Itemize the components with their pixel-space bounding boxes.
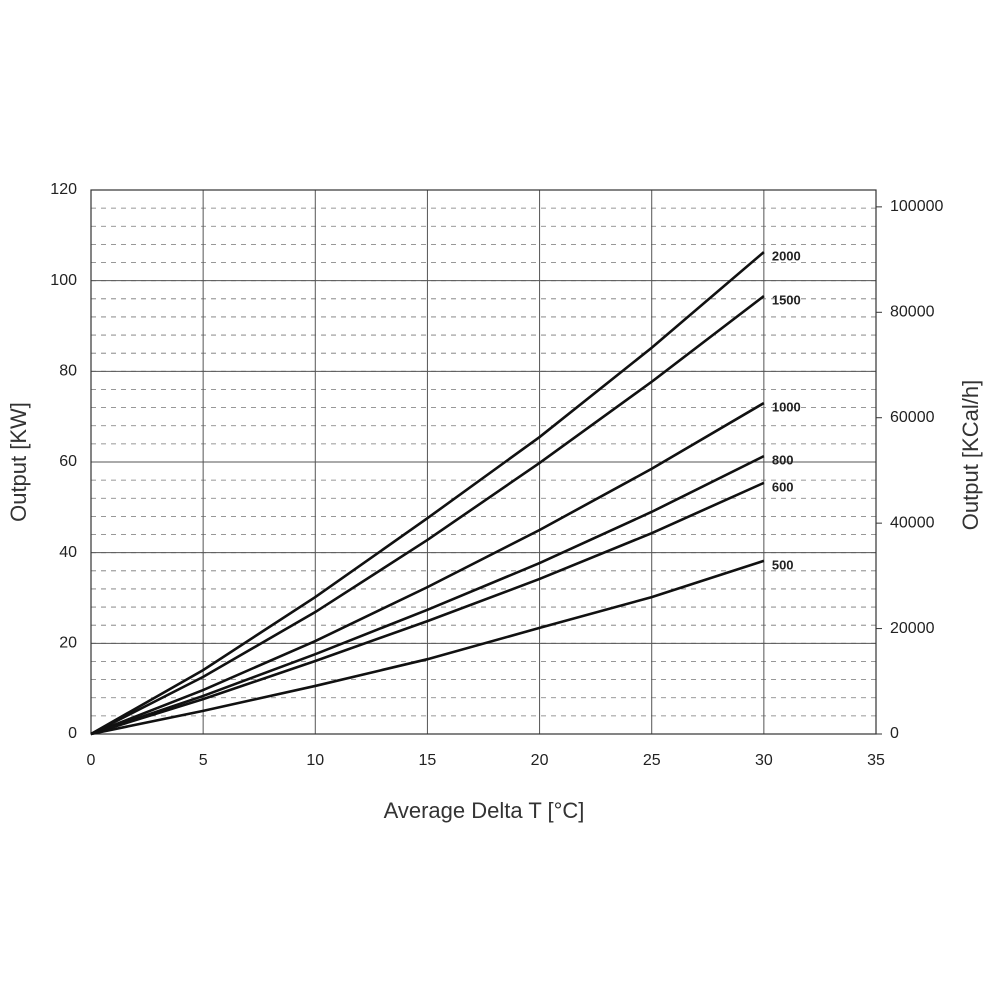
series-line: [90, 251, 765, 736]
series-label: 1000: [772, 400, 801, 415]
y2-tick-label: 40000: [890, 514, 935, 531]
y-tick-label: 0: [68, 725, 77, 742]
series-line: [90, 295, 765, 736]
y-tick-label: 20: [59, 635, 77, 652]
series-line: [90, 401, 765, 736]
x-tick-label: 0: [87, 752, 96, 769]
y-tick-label: 100: [50, 272, 77, 289]
y2-axis-title: Output [KCal/h]: [958, 380, 983, 530]
y2-tick-label: 80000: [890, 304, 935, 321]
y2-tick-label: 100000: [890, 198, 943, 215]
series-line: [90, 559, 765, 736]
y-tick-label: 60: [59, 453, 77, 470]
x-tick-label: 30: [755, 752, 773, 769]
y2-tick-label: 20000: [890, 620, 935, 637]
y-tick-label: 120: [50, 181, 77, 198]
series-line: [90, 481, 765, 736]
x-tick-label: 20: [531, 752, 549, 769]
y2-tick-label: 60000: [890, 409, 935, 426]
y2-tick-label: 0: [890, 725, 899, 742]
series-label: 500: [772, 557, 794, 572]
x-tick-label: 5: [199, 752, 208, 769]
x-tick-label: 35: [867, 752, 885, 769]
plot-frame: [90, 189, 877, 735]
x-tick-label: 25: [643, 752, 661, 769]
y-axis-title: Output [KW]: [6, 402, 31, 522]
series-label: 800: [772, 453, 794, 468]
x-axis-title: Average Delta T [°C]: [384, 798, 585, 823]
series-label: 1500: [772, 293, 801, 308]
y-tick-label: 40: [59, 544, 77, 561]
x-tick-label: 15: [419, 752, 437, 769]
y-tick-label: 80: [59, 363, 77, 380]
series-label: 2000: [772, 249, 801, 264]
x-tick-label: 10: [306, 752, 324, 769]
series-label: 600: [772, 479, 794, 494]
series-line: [90, 454, 765, 736]
